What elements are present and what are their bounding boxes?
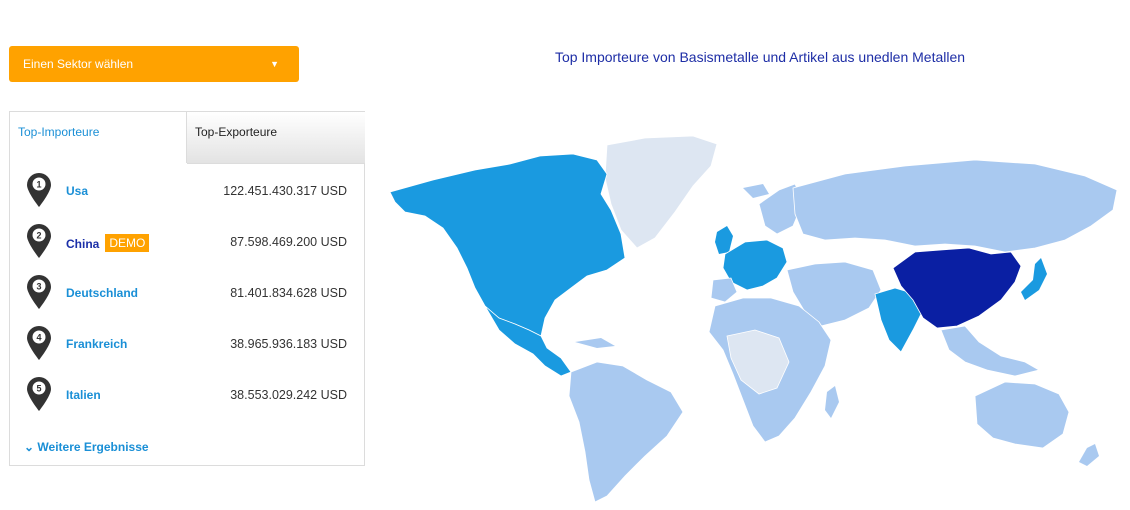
caret-down-icon: ▼ xyxy=(270,59,279,69)
rank-number: 2 xyxy=(36,231,41,241)
map-region-southeast-asia[interactable] xyxy=(940,325,1041,377)
country-link-usa[interactable]: Usa xyxy=(66,184,89,198)
more-results-label: Weitere Ergebnisse xyxy=(37,440,149,454)
rank-number: 5 xyxy=(36,384,41,394)
map-region-middle-east[interactable] xyxy=(786,261,882,327)
map-region-central-africa[interactable] xyxy=(726,329,790,395)
map-region-mexico[interactable] xyxy=(484,305,572,377)
tab-top-exporters[interactable]: Top-Exporteure xyxy=(187,112,365,164)
map-region-china[interactable] xyxy=(892,247,1022,329)
list-item: 2 China DEMO 87.598.469.200 USD xyxy=(10,215,364,266)
tab-top-importers[interactable]: Top-Importeure xyxy=(10,112,187,163)
map-region-caribbean[interactable] xyxy=(575,338,615,348)
map-region-iceland[interactable] xyxy=(743,184,769,198)
map-pin-icon: 4 xyxy=(27,326,51,360)
country-link-frankreich[interactable]: Frankreich xyxy=(66,337,128,351)
chevron-down-icon: ⌄ xyxy=(24,440,35,454)
map-region-new-zealand[interactable] xyxy=(1079,444,1099,466)
map-region-india[interactable] xyxy=(874,287,924,353)
country-link-italien[interactable]: Italien xyxy=(66,388,101,402)
map-pin-icon: 3 xyxy=(27,275,51,309)
rank-number: 4 xyxy=(36,333,41,343)
tab-bar: Top-Importeure Top-Exporteure xyxy=(10,112,365,164)
import-value: 81.401.834.628 USD xyxy=(230,286,347,300)
importer-list: 1 Usa 122.451.430.317 USD 2 China DEMO 87… xyxy=(10,164,364,419)
list-item: 4 Frankreich 38.965.936.183 USD xyxy=(10,317,364,368)
list-item: 3 Deutschland 81.401.834.628 USD xyxy=(10,266,364,317)
map-region-madagascar[interactable] xyxy=(825,386,839,418)
map-region-south-america[interactable] xyxy=(568,361,684,503)
demo-badge: DEMO xyxy=(105,234,150,252)
country-name: China xyxy=(66,237,100,251)
map-title: Top Importeure von Basismetalle und Arti… xyxy=(554,49,966,65)
import-value: 38.965.936.183 USD xyxy=(230,337,347,351)
map-region-japan[interactable] xyxy=(1021,258,1047,300)
map-region-greenland[interactable] xyxy=(604,135,718,249)
map-region-australia[interactable] xyxy=(974,381,1070,449)
map-pin-icon: 1 xyxy=(27,173,51,207)
import-value: 38.553.029.242 USD xyxy=(230,388,347,402)
map-region-uk[interactable] xyxy=(715,226,733,254)
rank-number: 3 xyxy=(36,282,41,292)
list-item: 5 Italien 38.553.029.242 USD xyxy=(10,368,364,419)
world-map xyxy=(389,135,1118,503)
country-link-deutschland[interactable]: Deutschland xyxy=(66,286,139,300)
map-region-western-europe[interactable] xyxy=(722,239,788,291)
more-results-link[interactable]: ⌄ Weitere Ergebnisse xyxy=(24,440,149,454)
import-value: 122.451.430.317 USD xyxy=(223,184,347,198)
sector-select-button[interactable]: Einen Sektor wählen ▼ xyxy=(9,46,299,82)
map-region-russia[interactable] xyxy=(792,159,1118,253)
map-pin-icon: 5 xyxy=(27,377,51,411)
sector-select-label: Einen Sektor wählen xyxy=(23,57,134,71)
ranking-panel: Top-Importeure Top-Exporteure 1 Usa 122.… xyxy=(9,111,365,466)
rank-number: 1 xyxy=(36,180,41,190)
map-region-iberia[interactable] xyxy=(710,277,738,303)
list-item: 1 Usa 122.451.430.317 USD xyxy=(10,164,364,215)
map-pin-icon: 2 xyxy=(27,224,51,258)
import-value: 87.598.469.200 USD xyxy=(230,235,347,249)
map-region-north-america[interactable] xyxy=(389,153,626,337)
country-link-china[interactable]: China DEMO xyxy=(66,234,150,253)
